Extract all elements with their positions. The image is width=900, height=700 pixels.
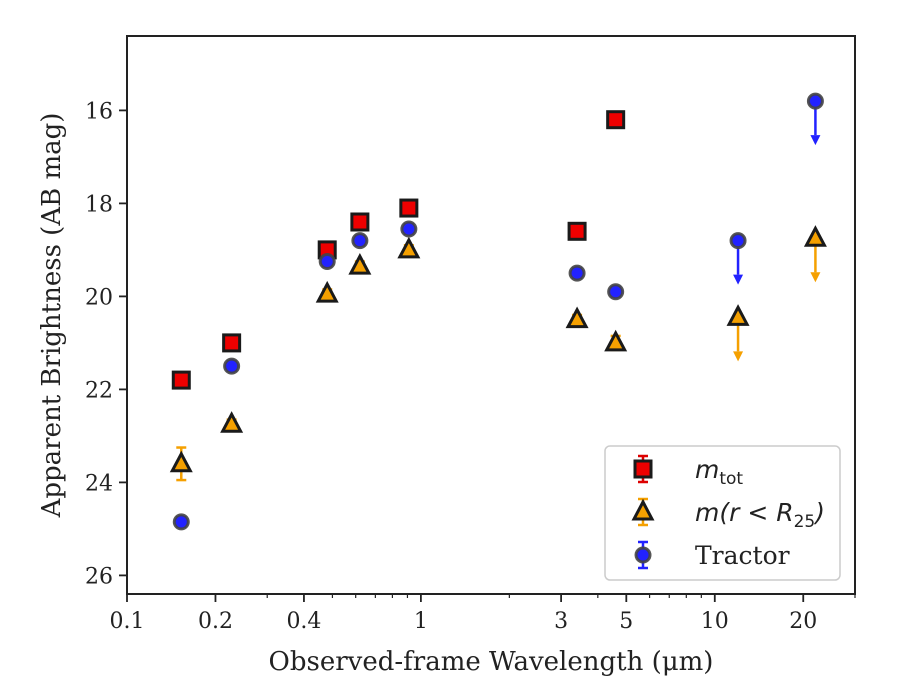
- upper-limit-arrowhead: [733, 274, 744, 285]
- y-tick-label: 26: [85, 564, 113, 589]
- y-tick-label: 24: [85, 471, 113, 496]
- upper-limit-arrowhead: [810, 272, 821, 283]
- series-square: [171, 110, 626, 390]
- legend-entry: m(r < R25): [631, 497, 825, 532]
- data-point: [606, 110, 626, 130]
- legend-marker: [634, 546, 652, 564]
- legend-marker: [633, 459, 653, 479]
- plot-frame: [126, 35, 856, 595]
- data-point: [172, 513, 190, 531]
- y-tick-label: 18: [85, 192, 113, 217]
- upper-limit-arrowhead: [810, 135, 821, 146]
- legend-label: Tractor: [695, 541, 790, 570]
- data-point: [565, 306, 589, 329]
- legend-entry: mtot: [633, 454, 743, 489]
- data-point: [351, 232, 369, 250]
- y-axis-label: Apparent Brightness (AB mag): [37, 113, 67, 519]
- x-axis-label: Observed-frame Wavelength (μm): [269, 647, 714, 677]
- data-point: [607, 283, 625, 301]
- x-tick-label: 3: [554, 609, 568, 634]
- data-point: [220, 411, 244, 433]
- data-point: [729, 232, 747, 250]
- data-point: [397, 236, 421, 259]
- data-point: [803, 225, 827, 247]
- data-point: [399, 198, 419, 218]
- x-tick-label: 20: [789, 609, 817, 634]
- data-point: [318, 253, 336, 271]
- legend: mtot m(r < R25) Tractor: [604, 445, 841, 581]
- data-point: [223, 357, 241, 375]
- data-point: [604, 329, 628, 352]
- data-point: [222, 333, 242, 353]
- legend-label: m(r < R25): [695, 498, 825, 532]
- data-point: [348, 252, 372, 275]
- x-tick-label: 0.4: [286, 609, 321, 634]
- data-point: [726, 304, 750, 326]
- series-triangle: [169, 225, 827, 482]
- data-point: [169, 450, 193, 473]
- x-tick-label: 0.2: [198, 609, 233, 634]
- legend-entry: Tractor: [634, 540, 790, 570]
- x-tick-label: 5: [619, 609, 633, 634]
- data-point: [400, 220, 418, 238]
- series-circle: [172, 92, 824, 531]
- data-marks: [169, 92, 827, 531]
- y-tick-label: 16: [85, 99, 113, 124]
- legend-marker: [631, 498, 655, 521]
- y-tick-label: 20: [85, 285, 113, 310]
- x-tick-label: 1: [414, 609, 428, 634]
- data-point: [315, 280, 339, 303]
- data-point: [350, 212, 370, 232]
- y-tick-label: 22: [85, 378, 113, 403]
- upper-limit-arrowhead: [733, 351, 744, 362]
- x-tick-label: 10: [701, 609, 729, 634]
- legend-label: mtot: [695, 455, 743, 489]
- data-point: [568, 264, 586, 282]
- x-tick-label: 0.1: [110, 609, 145, 634]
- data-point: [171, 370, 191, 390]
- data-point: [806, 92, 824, 110]
- axes: 0.1 0.2 0.4 1 3 5 10 20 16 18 20 22 24 26: [85, 35, 856, 634]
- data-point: [567, 221, 587, 241]
- legend-box: [604, 445, 841, 581]
